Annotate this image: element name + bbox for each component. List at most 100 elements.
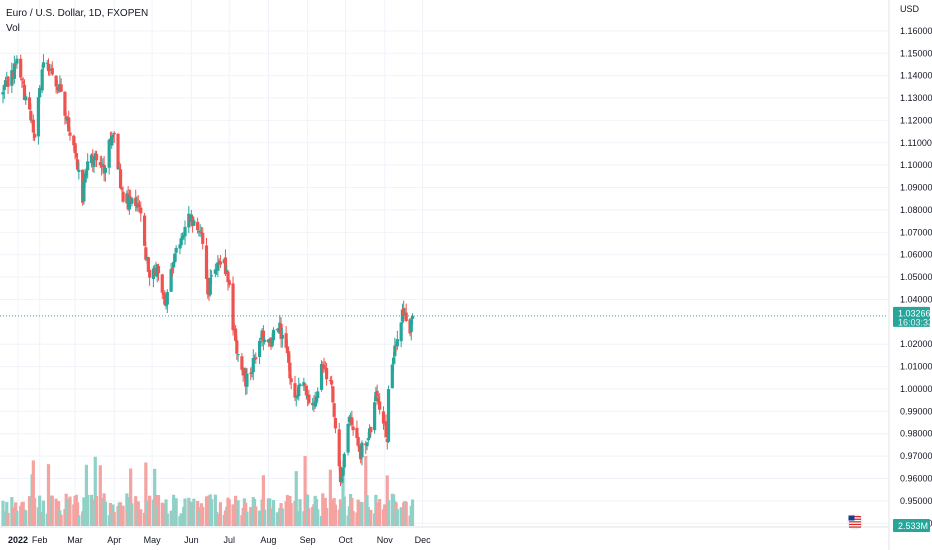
candle[interactable] (121, 186, 125, 203)
candle[interactable] (337, 423, 341, 472)
candle[interactable] (24, 93, 28, 105)
candle[interactable] (367, 424, 372, 441)
candle[interactable] (146, 256, 150, 273)
candle[interactable] (183, 220, 187, 245)
candle[interactable] (298, 383, 302, 387)
candle[interactable] (29, 103, 33, 123)
candle[interactable] (163, 290, 167, 306)
candle[interactable] (231, 276, 235, 336)
candle[interactable] (289, 375, 293, 390)
candle[interactable] (332, 403, 336, 419)
candle[interactable] (12, 55, 16, 84)
candle[interactable] (236, 354, 240, 363)
candle[interactable] (342, 452, 346, 475)
candle[interactable] (197, 230, 201, 237)
candle[interactable] (279, 317, 283, 348)
candle[interactable] (192, 218, 196, 227)
candle[interactable] (226, 269, 230, 291)
candle[interactable] (99, 155, 104, 176)
candle[interactable] (251, 349, 255, 381)
candle[interactable] (144, 241, 148, 262)
last-volume-tag[interactable]: 2.533M (893, 519, 930, 532)
candle[interactable] (235, 335, 239, 360)
candle[interactable] (46, 58, 51, 76)
candle[interactable] (307, 389, 311, 405)
candle[interactable] (59, 78, 63, 92)
price-axis[interactable]: USD 1.16000 1.15000 1.14000 1.13000 1.12000 1.… (888, 0, 932, 550)
candle[interactable] (111, 133, 115, 146)
candle[interactable] (280, 327, 284, 348)
candle[interactable] (55, 79, 59, 94)
candle[interactable] (142, 212, 147, 247)
candle[interactable] (165, 289, 169, 314)
candle[interactable] (410, 313, 415, 324)
candle[interactable] (369, 426, 373, 436)
candle[interactable] (360, 440, 364, 466)
candle[interactable] (179, 233, 183, 248)
candle[interactable] (173, 252, 177, 264)
candle[interactable] (86, 153, 90, 179)
candle[interactable] (77, 162, 81, 180)
candle[interactable] (399, 321, 403, 348)
candle[interactable] (208, 269, 212, 297)
candle[interactable] (204, 237, 209, 280)
candle[interactable] (261, 325, 265, 351)
candle[interactable] (198, 224, 202, 237)
candle[interactable] (347, 414, 351, 427)
candle[interactable] (333, 417, 338, 434)
candle[interactable] (41, 54, 46, 70)
candle[interactable] (384, 414, 388, 438)
candle[interactable] (322, 357, 326, 373)
candle[interactable] (395, 330, 399, 350)
candle[interactable] (393, 337, 397, 365)
candle[interactable] (351, 420, 355, 436)
candle[interactable] (346, 423, 350, 456)
candle[interactable] (40, 64, 44, 94)
candle[interactable] (402, 300, 406, 323)
candle[interactable] (67, 110, 71, 132)
candle[interactable] (378, 393, 382, 415)
candle[interactable] (148, 267, 152, 286)
candle[interactable] (33, 129, 37, 142)
candle[interactable] (116, 133, 120, 171)
candle[interactable] (201, 227, 205, 250)
candle[interactable] (112, 131, 116, 143)
candle[interactable] (338, 460, 343, 487)
candle[interactable] (68, 126, 72, 141)
candle[interactable] (19, 54, 23, 81)
candle[interactable] (209, 270, 214, 285)
candle[interactable] (120, 186, 124, 192)
candle[interactable] (297, 377, 301, 401)
candle[interactable] (174, 245, 178, 262)
candle[interactable] (117, 161, 121, 170)
candle[interactable] (130, 196, 134, 207)
candle[interactable] (110, 131, 114, 149)
candle[interactable] (103, 165, 107, 182)
candle[interactable] (365, 442, 369, 451)
candle[interactable] (373, 395, 377, 434)
candle[interactable] (316, 387, 320, 404)
candle[interactable] (254, 352, 258, 364)
candle[interactable] (36, 92, 40, 145)
candle[interactable] (404, 303, 408, 322)
candle[interactable] (50, 61, 54, 76)
candle[interactable] (206, 269, 210, 299)
candle[interactable] (134, 189, 138, 212)
candle[interactable] (216, 255, 220, 278)
candle[interactable] (107, 138, 111, 175)
candle[interactable] (151, 265, 156, 288)
candle[interactable] (271, 327, 276, 344)
candle[interactable] (156, 263, 161, 281)
candle[interactable] (409, 317, 413, 341)
candle[interactable] (245, 368, 249, 395)
candle[interactable] (64, 112, 68, 124)
candle[interactable] (350, 410, 354, 429)
candle[interactable] (118, 163, 123, 189)
candle[interactable] (6, 76, 10, 94)
candle[interactable] (75, 153, 80, 171)
candle[interactable] (227, 278, 231, 288)
us-flag-icon[interactable] (847, 514, 863, 530)
candle[interactable] (233, 325, 238, 342)
candle[interactable] (390, 362, 394, 389)
